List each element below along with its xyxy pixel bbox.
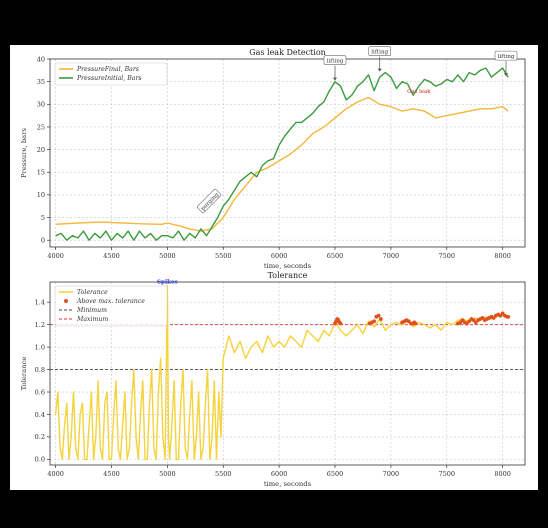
y-tick-label: 35 <box>37 78 45 86</box>
y-tick-label: 0.0 <box>35 456 45 464</box>
above-max-point <box>338 321 343 326</box>
above-max-point <box>378 317 383 321</box>
x-tick-label: 5000 <box>159 252 176 260</box>
x-tick-label: 7500 <box>438 470 455 478</box>
above-max-point <box>372 319 377 324</box>
legend-marker <box>64 299 68 303</box>
annotation-box <box>323 55 347 65</box>
annotation-arrowhead <box>504 73 508 77</box>
annotation-box <box>197 188 222 214</box>
x-tick-label: 6000 <box>271 470 288 478</box>
y-tick-label: 10 <box>37 191 45 199</box>
y-axis-label: Tolerance <box>20 357 28 391</box>
x-tick-label: 5500 <box>215 470 232 478</box>
legend-label: PressureInitial, Bars <box>76 75 142 82</box>
x-tick-label: 4500 <box>103 470 120 478</box>
y-tick-label: 0.6 <box>35 388 45 396</box>
x-tick-label: 6500 <box>327 470 344 478</box>
plot-frame <box>49 281 526 466</box>
y-axis-label: Pressure, bars <box>20 128 28 178</box>
series-line-0 <box>54 284 509 461</box>
annotation-box <box>494 50 518 61</box>
x-tick-label: 6500 <box>327 252 344 260</box>
series-line-0 <box>55 96 509 232</box>
x-tick-label: 5000 <box>159 470 176 478</box>
annotation-label: lifting <box>371 50 388 56</box>
annotation-label: Gas leak <box>407 89 431 95</box>
y-tick-label: 0 <box>41 237 45 245</box>
x-tick-label: 7500 <box>438 252 455 260</box>
legend-label: PressureFinal, Bars <box>76 66 139 73</box>
x-tick-label: 8000 <box>494 470 511 478</box>
legend-label: Minimum <box>76 307 107 314</box>
annotation-box <box>368 46 392 56</box>
legend-label: Above max. tolerance <box>76 298 145 305</box>
y-tick-label: 1.0 <box>35 343 45 351</box>
x-axis-label: time, seconds <box>264 262 312 270</box>
x-tick-label: 7000 <box>383 470 400 478</box>
above-max-point <box>376 313 381 318</box>
annotation-arrowhead <box>333 77 337 81</box>
y-tick-label: 30 <box>37 101 45 109</box>
legend-box <box>54 285 168 327</box>
y-tick-label: 0.8 <box>35 366 45 374</box>
legend-label: Maximum <box>76 316 108 323</box>
y-tick-label: 5 <box>41 214 45 222</box>
y-tick-label: 1.2 <box>35 321 45 329</box>
annotation-label: Spikes <box>157 279 178 285</box>
y-tick-label: 15 <box>37 169 45 177</box>
legend-box <box>54 62 168 86</box>
annotation-arrowhead <box>377 68 382 72</box>
above-max-point <box>506 314 511 319</box>
x-tick-label: 4500 <box>103 252 120 260</box>
chart-canvas: 4000 4500 5000 5500 6000 6500 7000 7500 8000 0 5 10… <box>20 46 526 488</box>
y-tick-label: 40 <box>37 55 45 63</box>
x-axis-label: time, seconds <box>264 480 312 488</box>
legend-label: Tolerance <box>77 289 108 296</box>
above-max-point <box>413 321 418 326</box>
x-tick-label: 5500 <box>215 252 232 260</box>
plot-frame <box>49 58 526 248</box>
chart-title: Tolerance <box>268 271 308 280</box>
x-tick-label: 7000 <box>383 252 400 260</box>
y-tick-label: 0.2 <box>35 433 45 441</box>
x-tick-label: 4000 <box>47 470 64 478</box>
figure: 4000 4500 5000 5500 6000 6500 7000 7500 8000 0 5 10… <box>10 45 538 490</box>
chart-title: Gas leak Detection <box>249 48 326 57</box>
annotation-label: lifting <box>327 59 344 65</box>
annotation-purging: purging <box>197 188 222 214</box>
chart-0: 4000 4500 5000 5500 6000 6500 7000 7500 8000 0 5 10… <box>20 46 526 270</box>
x-tick-label: 4000 <box>47 252 64 260</box>
x-tick-label: 6000 <box>271 252 288 260</box>
y-tick-label: 20 <box>37 146 45 154</box>
y-tick-label: 25 <box>37 123 45 131</box>
y-tick-label: 1.4 <box>35 299 45 307</box>
x-tick-label: 8000 <box>494 252 511 260</box>
annotation-label: lifting <box>498 54 515 60</box>
y-tick-label: 0.4 <box>35 411 45 419</box>
series-line-1 <box>55 67 509 241</box>
chart-1: 4000 4500 5000 5500 6000 6500 7000 7500 8000 0.0 0… <box>20 271 526 488</box>
